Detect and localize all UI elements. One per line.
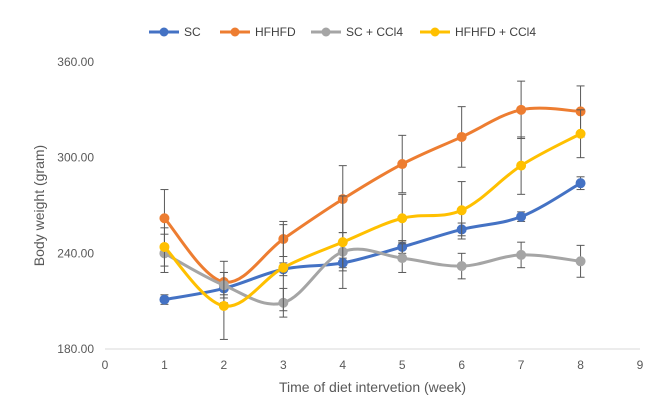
data-point xyxy=(397,213,408,224)
legend-label: HFHFD xyxy=(255,25,296,39)
data-point xyxy=(159,213,170,224)
x-tick-label: 0 xyxy=(102,358,109,372)
legend-label: SC + CCl4 xyxy=(346,25,403,39)
y-tick-label: 300.00 xyxy=(57,151,94,165)
x-axis-ticks: 0 1 2 3 4 5 6 7 8 9 xyxy=(102,358,644,372)
data-point xyxy=(516,104,527,115)
x-tick-label: 6 xyxy=(458,358,465,372)
data-point xyxy=(575,256,586,267)
data-point xyxy=(159,294,170,305)
series-layer xyxy=(159,80,586,340)
series-3 xyxy=(159,109,586,340)
legend-marker xyxy=(159,27,169,37)
y-axis-ticks: 180.00 240.00 300.00 360.00 xyxy=(57,55,94,356)
x-tick-label: 7 xyxy=(518,358,525,372)
x-tick-label: 2 xyxy=(221,358,228,372)
x-tick-label: 5 xyxy=(399,358,406,372)
x-tick-label: 8 xyxy=(577,358,584,372)
data-point xyxy=(278,262,289,273)
data-point xyxy=(159,241,170,252)
data-point xyxy=(337,237,348,248)
data-point xyxy=(575,178,586,189)
legend: SC HFHFD SC + CCl4 HFHFD + CCl4 xyxy=(149,25,536,39)
data-point xyxy=(516,160,527,171)
y-axis-title: Body weight (gram) xyxy=(31,145,47,266)
legend-item: HFHFD xyxy=(220,25,296,39)
x-axis-title: Time of diet intervetion (week) xyxy=(279,379,466,395)
x-tick-label: 4 xyxy=(339,358,346,372)
x-tick-label: 1 xyxy=(161,358,168,372)
data-point xyxy=(516,249,527,260)
data-point xyxy=(397,253,408,264)
data-point xyxy=(218,300,229,311)
legend-item: SC + CCl4 xyxy=(311,25,403,39)
x-tick-label: 3 xyxy=(280,358,287,372)
y-tick-label: 360.00 xyxy=(57,55,94,69)
data-point xyxy=(516,211,527,222)
data-point xyxy=(397,159,408,170)
data-point xyxy=(456,205,467,216)
data-point xyxy=(456,261,467,272)
y-tick-label: 240.00 xyxy=(57,246,94,260)
y-tick-label: 180.00 xyxy=(57,342,94,356)
legend-marker xyxy=(321,27,331,37)
data-point xyxy=(575,128,586,139)
legend-item: SC xyxy=(149,25,201,39)
legend-label: SC xyxy=(184,25,201,39)
legend-marker xyxy=(230,27,240,37)
data-point xyxy=(456,131,467,142)
legend-label: HFHFD + CCl4 xyxy=(455,25,536,39)
x-tick-label: 9 xyxy=(637,358,644,372)
legend-item: HFHFD + CCl4 xyxy=(420,25,536,39)
legend-marker xyxy=(430,27,440,37)
